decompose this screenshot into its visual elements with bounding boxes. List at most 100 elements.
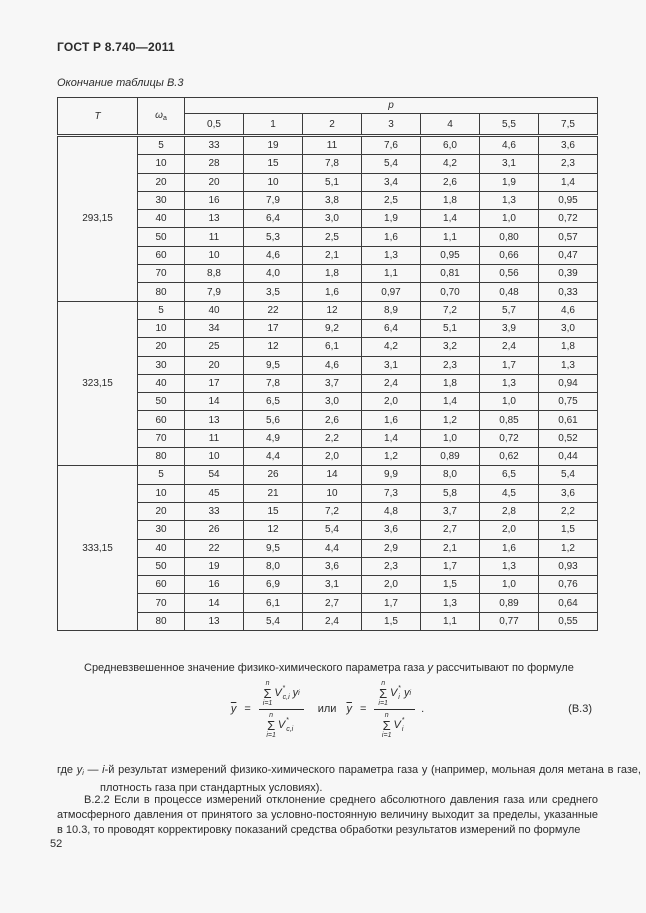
value-cell: 1,8 (420, 373, 480, 394)
value-cell: 0,97 (361, 282, 421, 302)
value-cell: 11 (184, 428, 244, 449)
value-cell: 1,6 (361, 227, 421, 247)
value-cell: 6,9 (243, 575, 303, 595)
value-cell: 16 (184, 575, 244, 595)
value-cell: 0,47 (538, 245, 598, 266)
value-cell: 1,1 (420, 227, 480, 247)
value-cell: 6,4 (243, 209, 303, 229)
value-cell: 6,5 (243, 392, 303, 412)
value-cell: 0,95 (538, 190, 598, 211)
value-cell: 14 (184, 392, 244, 412)
table-header-row-1: T ωа p (57, 97, 598, 137)
paragraph-b22: В.2.2 Если в процессе измерений отклонен… (57, 794, 598, 836)
value-cell: 10 (184, 245, 244, 266)
value-cell: 2,8 (479, 501, 539, 522)
value-cell: 12 (243, 520, 303, 540)
pressure-value-header: 7,5 (538, 113, 598, 137)
value-cell: 4,2 (361, 337, 421, 357)
table-row: 20 25 12 6,1 4,2 3,2 2,4 1,8 (58, 337, 598, 357)
table-row: 70 8,8 4,0 1,8 1,1 0,81 0,56 0,39 (58, 264, 598, 284)
value-cell: 6,5 (479, 465, 539, 485)
omega-cell: 10 (137, 483, 185, 503)
table-row: 60 10 4,6 2,1 1,3 0,95 0,66 0,47 (58, 245, 598, 266)
value-cell: 3,0 (538, 318, 598, 339)
temperature-symbol: T (94, 110, 101, 122)
value-cell: 14 (302, 465, 362, 485)
value-cell: 0,66 (479, 245, 539, 266)
v-variable: V (393, 719, 401, 731)
table-row: 70 11 4,9 2,2 1,4 1,0 0,72 0,52 (58, 428, 598, 449)
page-number: 52 (50, 838, 63, 850)
value-cell: 3,7 (420, 501, 480, 522)
value-cell: 28 (184, 154, 244, 174)
value-cell: 6,1 (302, 337, 362, 357)
table-row: 80 13 5,4 2,4 1,5 1,1 0,77 0,55 (58, 611, 598, 632)
sum-symbol: n Σ i=1 (381, 711, 392, 739)
value-cell: 0,57 (538, 227, 598, 247)
table-row: 333,15 5 54 26 14 9,9 8,0 6,5 5,4 (57, 465, 598, 632)
omega-cell: 70 (137, 264, 185, 284)
value-cell: 0,52 (538, 428, 598, 449)
value-cell: 8,9 (361, 300, 421, 320)
value-cell: 1,2 (361, 447, 421, 467)
omega-cell: 70 (137, 428, 185, 449)
v-variable: V (274, 687, 282, 699)
omega-cell: 5 (137, 300, 185, 320)
value-cell: 1,6 (361, 410, 421, 430)
value-cell: 19 (184, 556, 244, 577)
value-cell: 26 (243, 465, 303, 485)
value-cell: 0,89 (479, 593, 539, 613)
value-cell: 4,8 (361, 501, 421, 522)
value-cell: 11 (302, 134, 362, 156)
value-cell: 3,6 (361, 520, 421, 540)
value-cell: 2,6 (302, 410, 362, 430)
value-cell: 0,80 (479, 227, 539, 247)
value-cell: 40 (184, 300, 244, 320)
value-cell: 2,1 (302, 245, 362, 266)
value-cell: 12 (243, 337, 303, 357)
y-variable: y (76, 764, 83, 776)
value-cell: 4,6 (243, 245, 303, 266)
value-cell: 10 (184, 447, 244, 467)
value-cell: 4,9 (243, 428, 303, 449)
sum-symbol: n Σ i=1 (266, 711, 276, 739)
value-cell: 2,7 (302, 593, 362, 613)
value-cell: 8,0 (420, 465, 480, 485)
value-cell: 6,4 (361, 318, 421, 339)
value-cell: 0,77 (479, 611, 539, 632)
value-cell: 1,0 (479, 209, 539, 229)
value-cell: 5,1 (302, 172, 362, 192)
value-cell: 2,5 (361, 190, 421, 211)
value-cell: 26 (184, 520, 244, 540)
table-row: 50 19 8,0 3,6 2,3 1,7 1,3 0,93 (58, 556, 598, 577)
value-cell: 5,7 (479, 300, 539, 320)
column-header-pressure: p (184, 97, 598, 114)
value-cell: 1,9 (361, 209, 421, 229)
value-cell: 5,4 (361, 154, 421, 174)
value-cell: 7,2 (420, 300, 480, 320)
value-cell: 2,0 (361, 392, 421, 412)
value-cell: 9,2 (302, 318, 362, 339)
table-row: 10 34 17 9,2 6,4 5,1 3,9 3,0 (58, 318, 598, 339)
value-cell: 1,7 (361, 593, 421, 613)
value-cell: 0,48 (479, 282, 539, 302)
value-cell: 7,6 (361, 134, 421, 156)
column-header-temperature: T (57, 97, 138, 137)
table-row: 50 14 6,5 3,0 2,0 1,4 1,0 0,75 (58, 392, 598, 412)
value-cell: 2,3 (361, 556, 421, 577)
value-cell: 7,9 (184, 282, 244, 302)
value-cell: 1,5 (361, 611, 421, 632)
equals-sign: = (359, 703, 367, 715)
value-cell: 3,8 (302, 190, 362, 211)
value-cell: 0,76 (538, 575, 598, 595)
y-variable: у (427, 662, 434, 674)
value-cell: 4,6 (479, 134, 539, 156)
value-cell: 0,39 (538, 264, 598, 284)
value-cell: 2,2 (302, 428, 362, 449)
sum-symbol: n Σ i=1 (378, 679, 388, 707)
value-cell: 1,8 (538, 337, 598, 357)
value-cell: 3,0 (302, 209, 362, 229)
value-cell: 7,2 (302, 501, 362, 522)
value-cell: 5,3 (243, 227, 303, 247)
